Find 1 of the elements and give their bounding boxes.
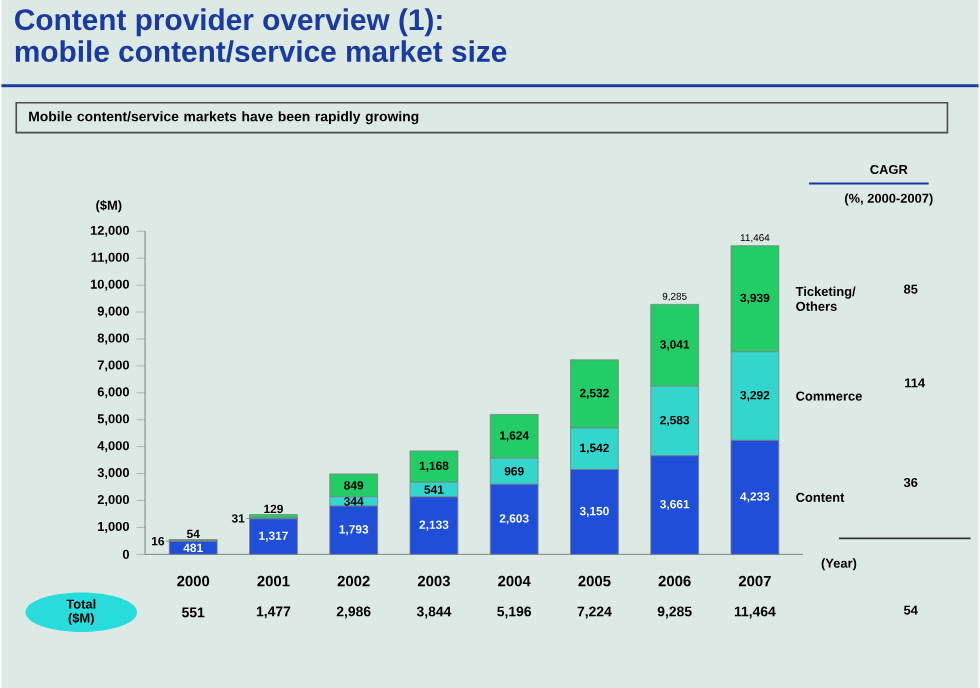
chart-title: Content provider overview (1): mobile content/service market size bbox=[15, 8, 507, 63]
